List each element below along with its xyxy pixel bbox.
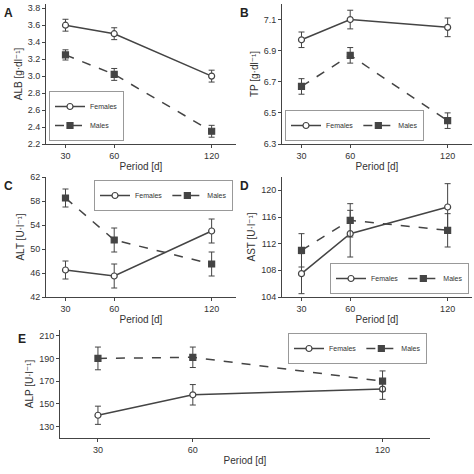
svg-text:50: 50	[30, 244, 40, 254]
svg-text:2.8: 2.8	[28, 88, 41, 98]
svg-text:120: 120	[440, 151, 455, 161]
svg-text:AST [U·l⁻¹]: AST [U·l⁻¹]	[246, 212, 257, 261]
svg-text:210: 210	[39, 331, 54, 341]
svg-text:ALP [U·l⁻¹]: ALP [U·l⁻¹]	[24, 360, 35, 409]
svg-text:Females: Females	[90, 103, 117, 110]
svg-text:6.7: 6.7	[264, 77, 277, 87]
svg-text:30: 30	[60, 304, 70, 314]
svg-text:7.1: 7.1	[264, 15, 277, 25]
svg-text:108: 108	[261, 265, 276, 275]
svg-text:130: 130	[39, 422, 54, 432]
svg-text:Males: Males	[401, 345, 420, 352]
svg-text:3.4: 3.4	[28, 37, 41, 47]
svg-text:30: 30	[93, 445, 103, 455]
svg-text:3.0: 3.0	[28, 71, 41, 81]
svg-text:B: B	[240, 6, 249, 20]
svg-text:Period [d]: Period [d]	[356, 161, 399, 172]
svg-text:60: 60	[345, 151, 355, 161]
svg-text:Period [d]: Period [d]	[120, 314, 163, 325]
svg-text:2.6: 2.6	[28, 105, 41, 115]
svg-text:120: 120	[204, 151, 219, 161]
svg-text:6.9: 6.9	[264, 46, 277, 56]
svg-text:62: 62	[30, 172, 40, 182]
svg-text:3.2: 3.2	[28, 54, 41, 64]
svg-text:120: 120	[440, 304, 455, 314]
svg-text:60: 60	[345, 304, 355, 314]
svg-text:Females: Females	[326, 122, 353, 129]
svg-text:Period [d]: Period [d]	[356, 314, 399, 325]
svg-text:A: A	[4, 6, 13, 20]
svg-text:3.8: 3.8	[28, 3, 41, 13]
svg-text:Females: Females	[135, 192, 162, 199]
svg-text:ALT [U·l⁻¹]: ALT [U·l⁻¹]	[15, 213, 26, 260]
svg-text:112: 112	[262, 239, 276, 249]
svg-text:60: 60	[109, 304, 119, 314]
svg-text:30: 30	[60, 151, 70, 161]
svg-text:30: 30	[296, 151, 306, 161]
svg-text:6.3: 6.3	[264, 139, 277, 149]
svg-text:58: 58	[30, 196, 40, 206]
svg-text:30: 30	[296, 304, 306, 314]
svg-text:60: 60	[109, 151, 119, 161]
svg-text:42: 42	[30, 292, 40, 302]
svg-text:2.4: 2.4	[28, 122, 41, 132]
svg-text:Females: Females	[329, 345, 356, 352]
svg-text:46: 46	[30, 268, 40, 278]
svg-text:116: 116	[262, 212, 276, 222]
svg-text:Period [d]: Period [d]	[120, 161, 163, 172]
svg-text:Period [d]: Period [d]	[224, 455, 267, 466]
svg-text:150: 150	[39, 399, 54, 409]
svg-text:54: 54	[30, 220, 40, 230]
svg-text:60: 60	[188, 445, 198, 455]
svg-text:TP [g·dl⁻¹]: TP [g·dl⁻¹]	[249, 51, 260, 97]
svg-text:D: D	[240, 179, 249, 193]
svg-text:120: 120	[375, 445, 390, 455]
svg-text:Males: Males	[398, 122, 417, 129]
svg-text:104: 104	[261, 292, 276, 302]
svg-text:ALB [g·dl⁻¹]: ALB [g·dl⁻¹]	[13, 48, 24, 101]
svg-text:170: 170	[39, 376, 54, 386]
svg-text:Males: Males	[90, 122, 109, 129]
svg-text:6.5: 6.5	[264, 108, 277, 118]
svg-text:120: 120	[261, 185, 276, 195]
svg-text:E: E	[18, 332, 26, 346]
svg-text:190: 190	[39, 354, 54, 364]
svg-text:3.6: 3.6	[28, 20, 41, 30]
svg-text:Males: Males	[207, 192, 226, 199]
svg-text:120: 120	[204, 304, 219, 314]
svg-text:Males: Males	[443, 275, 462, 282]
svg-text:2.2: 2.2	[28, 139, 41, 149]
svg-text:Females: Females	[371, 275, 398, 282]
svg-text:C: C	[4, 179, 13, 193]
